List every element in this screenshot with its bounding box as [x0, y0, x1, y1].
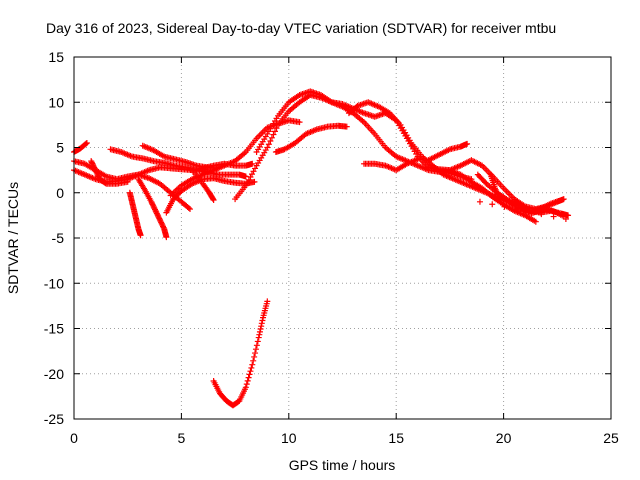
- x-tick-label: 20: [496, 430, 512, 446]
- x-axis-label: GPS time / hours: [289, 457, 396, 473]
- data-point: [245, 374, 252, 381]
- series-arc-f: [139, 142, 221, 172]
- data-point: [250, 357, 257, 364]
- data-point: [256, 328, 263, 335]
- data-point: [252, 350, 259, 357]
- data-point: [558, 196, 565, 203]
- chart-title: Day 316 of 2023, Sidereal Day-to-day VTE…: [46, 20, 556, 36]
- y-axis-label: SDTVAR / TECUs: [5, 182, 21, 294]
- y-tick-label: -15: [44, 321, 64, 337]
- data-point: [247, 368, 254, 375]
- data-point: [414, 156, 421, 163]
- data-point: [249, 160, 256, 167]
- data-point: [254, 338, 261, 345]
- data-point: [464, 140, 471, 147]
- y-tick-label: -25: [44, 411, 64, 427]
- data-point: [185, 205, 192, 212]
- data-point: [267, 138, 274, 145]
- data-point: [210, 195, 217, 202]
- data-point: [137, 232, 144, 239]
- x-tick-label: 10: [281, 430, 297, 446]
- data-point: [550, 213, 557, 220]
- data-point: [258, 320, 265, 327]
- data-point: [258, 323, 265, 330]
- y-tick-label: 5: [56, 140, 64, 156]
- y-tick-label: 10: [48, 94, 64, 110]
- data-point: [296, 119, 303, 126]
- data-point: [82, 140, 89, 147]
- data-point: [257, 326, 264, 333]
- data-point: [244, 377, 251, 384]
- data-point: [268, 134, 275, 141]
- series-arc-v: [476, 198, 569, 222]
- data-point: [265, 141, 272, 148]
- data-point: [249, 361, 256, 368]
- series-arc-a: [71, 139, 90, 156]
- data-point: [124, 178, 131, 185]
- axis-ticks: 0 5 10 15 20 25 -25 -20 -15 -10 -5 0 5 10 15: [44, 49, 619, 446]
- data-point: [532, 218, 539, 225]
- data-point: [83, 139, 90, 146]
- data-point: [251, 178, 258, 185]
- data-point: [246, 371, 253, 378]
- series-arc-g: [126, 189, 144, 239]
- data-point: [259, 317, 266, 324]
- data-point: [186, 206, 193, 213]
- x-tick-label: 25: [603, 430, 619, 446]
- series-arc-d: [88, 158, 131, 187]
- series-arc-k: [189, 167, 217, 203]
- data-point: [163, 234, 170, 241]
- data-point: [513, 206, 520, 213]
- data-point: [270, 131, 277, 138]
- data-point: [562, 215, 569, 222]
- y-tick-label: -10: [44, 275, 64, 291]
- data-point: [501, 203, 508, 210]
- data-point: [565, 212, 572, 219]
- data-point: [243, 381, 250, 388]
- data-point: [271, 128, 278, 135]
- data-point: [255, 334, 262, 341]
- x-tick-label: 0: [70, 430, 78, 446]
- series-arc-n: [272, 122, 350, 156]
- data-point: [538, 211, 545, 218]
- data-point: [526, 208, 533, 215]
- data-point: [210, 196, 217, 203]
- series-arc-p: [360, 156, 421, 174]
- y-tick-label: 15: [48, 49, 64, 65]
- series-arc-w: [210, 298, 271, 409]
- data-point: [264, 298, 271, 305]
- series-arc-t: [487, 171, 503, 203]
- y-tick-label: 0: [56, 185, 64, 201]
- data-points: [71, 88, 572, 409]
- data-point: [496, 196, 503, 203]
- data-point: [264, 144, 271, 151]
- x-tick-label: 15: [388, 430, 404, 446]
- data-point: [248, 364, 255, 371]
- data-point: [251, 353, 258, 360]
- y-tick-label: -20: [44, 366, 64, 382]
- series-arc-q: [425, 140, 471, 164]
- x-tick-label: 5: [178, 430, 186, 446]
- data-point: [253, 342, 260, 349]
- data-point: [242, 384, 249, 391]
- data-point: [489, 201, 496, 208]
- data-point: [273, 125, 280, 132]
- series-arc-h: [135, 176, 170, 241]
- data-point: [256, 331, 263, 338]
- data-point: [252, 346, 259, 353]
- y-tick-label: -5: [52, 230, 65, 246]
- data-point: [476, 198, 483, 205]
- data-point: [343, 123, 350, 130]
